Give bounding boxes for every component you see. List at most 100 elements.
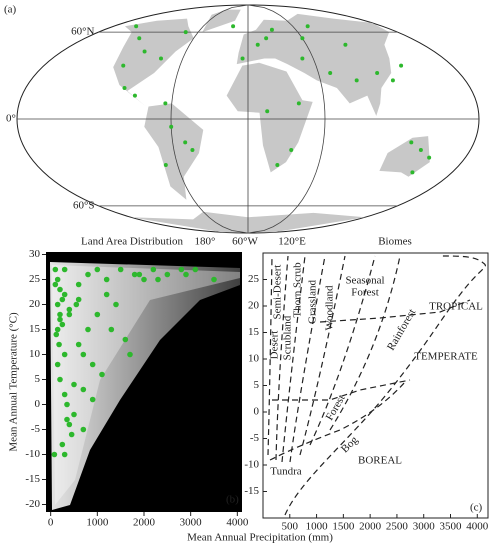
data-point: [56, 341, 62, 348]
site-point: [427, 155, 432, 160]
lat-label: 60°S: [73, 199, 95, 211]
x-tick-label: 1000: [86, 517, 109, 529]
y-tick-label: -5: [31, 423, 41, 435]
continent: [202, 9, 241, 33]
site-point: [190, 148, 195, 153]
land: [113, 9, 430, 233]
biome-label: Desert: [269, 331, 281, 360]
site-point: [231, 24, 236, 29]
site-point: [122, 85, 127, 90]
caption: Land Area Distribution: [81, 236, 184, 248]
biome-label: Scrubland: [282, 315, 294, 360]
data-point: [71, 381, 77, 388]
y-tick-label: -10: [25, 448, 40, 460]
y-tick-label: 20: [248, 300, 260, 312]
data-point: [141, 276, 147, 283]
data-point: [136, 271, 143, 278]
site-point: [296, 101, 301, 106]
data-point: [89, 396, 96, 403]
data-point: [85, 271, 91, 278]
data-point: [64, 416, 70, 423]
site-point: [183, 140, 188, 145]
data-point: [103, 291, 110, 298]
y-tick-label: 10: [29, 348, 41, 360]
data-point: [117, 266, 124, 273]
meridian-label: 120°E: [278, 236, 306, 248]
site-point: [163, 163, 168, 168]
data-point: [61, 266, 68, 273]
y-tick-label: -15: [244, 485, 259, 497]
lat-label: 60°N: [71, 26, 94, 38]
x-tick-label: 4000: [466, 521, 489, 533]
site-point: [390, 78, 395, 83]
site-point: [275, 163, 280, 168]
boundary: [329, 255, 401, 431]
data-point: [54, 301, 61, 308]
boundary: [272, 379, 411, 401]
boundary: [309, 255, 376, 446]
scatter-panel: -20 -15 -10 -5 0 5 10 15 20 25 30 0 1000 2000 3000 4000…: [8, 248, 334, 544]
x-tick-label: 3500: [440, 521, 463, 533]
data-point: [150, 266, 157, 273]
panel-label: (b): [226, 494, 239, 506]
panel-label: (a): [4, 4, 17, 16]
continent: [379, 136, 430, 177]
data-point: [66, 306, 73, 313]
data-point: [178, 266, 185, 273]
data-point: [61, 391, 68, 398]
site-point: [300, 36, 305, 41]
data-point: [54, 326, 61, 333]
data-point: [211, 276, 217, 283]
site-point: [409, 140, 414, 145]
site-point: [163, 101, 168, 106]
data-point: [99, 371, 105, 378]
biome-label: Forest: [351, 287, 379, 299]
data-point: [80, 386, 87, 393]
y-tick-label: 5: [254, 379, 260, 391]
meridian-label: 180°: [195, 236, 216, 248]
data-point: [53, 331, 60, 338]
continent: [236, 13, 392, 116]
data-point: [73, 301, 80, 308]
site-point: [300, 56, 305, 61]
data-point: [183, 271, 189, 278]
biome-label: TROPICAL: [429, 301, 483, 313]
plot-frame: [262, 252, 489, 519]
site-point: [328, 70, 333, 75]
site-point: [159, 56, 164, 61]
site-point: [269, 27, 274, 32]
data-point: [75, 341, 82, 348]
x-tick-label: 2500: [386, 521, 409, 533]
x-tick-label: 2000: [133, 517, 156, 529]
site-point: [264, 36, 269, 41]
y-tick-label: 0: [35, 398, 41, 410]
x-tick-label: 2000: [359, 521, 382, 533]
site-point: [183, 30, 188, 35]
density-core: [52, 265, 240, 505]
site-point: [134, 24, 139, 29]
y-tick-label: 15: [248, 326, 260, 338]
y-tick-label: 20: [29, 298, 41, 310]
data-point: [155, 276, 161, 283]
data-point: [52, 281, 59, 288]
data-point: [80, 426, 87, 433]
data-point: [57, 286, 63, 293]
site-point: [132, 93, 137, 98]
site-point: [137, 36, 142, 41]
site-point: [354, 78, 359, 83]
data-point: [68, 431, 75, 438]
biome-label: Thorn Scrub: [292, 262, 304, 318]
x-tick-label: 3000: [180, 517, 203, 529]
y-tick-label: 5: [35, 373, 41, 385]
x-tick-label: 0: [48, 517, 54, 529]
y-tick-label: -15: [25, 473, 40, 485]
data-point: [66, 311, 73, 318]
y-tick-label: 10: [248, 353, 260, 365]
caption: Biomes: [378, 236, 412, 248]
biome-label: Seasonal: [345, 275, 384, 287]
data-point: [113, 301, 119, 308]
data-point: [59, 441, 66, 448]
data-point: [64, 401, 70, 408]
data-point: [192, 266, 199, 273]
